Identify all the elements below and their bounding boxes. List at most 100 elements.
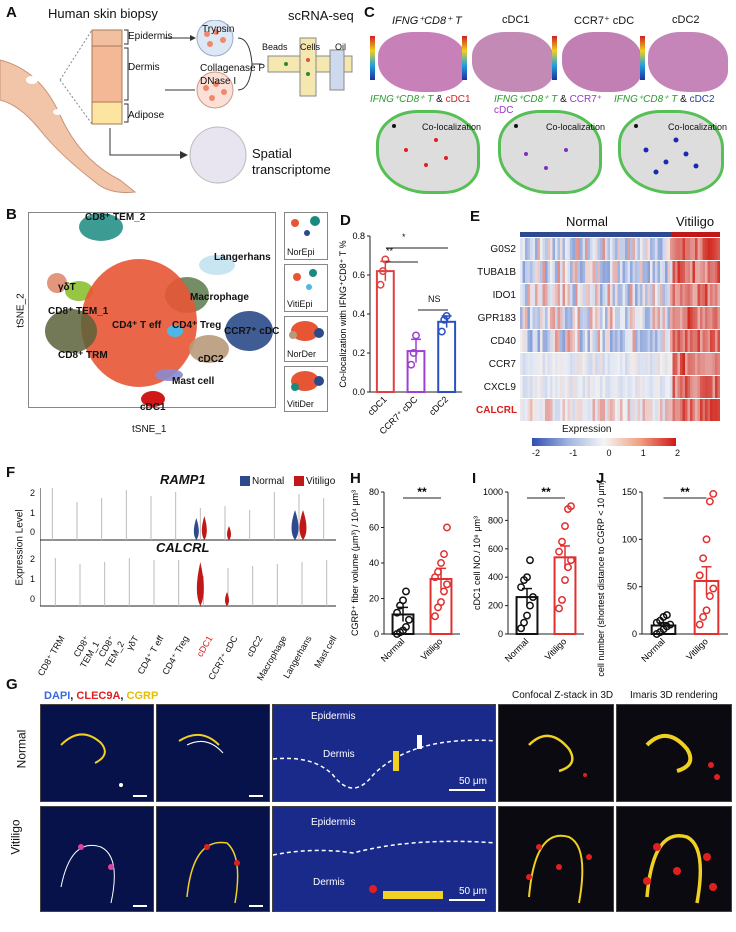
y-tick-label: 800 [488,515,503,525]
epidermis-layer [91,29,123,47]
heatmap-cell [632,284,636,306]
heatmap-cell [532,238,536,260]
heatmap-cell [612,330,616,352]
heatmap-cell [550,238,553,260]
heatmap-cell [710,238,713,260]
heatmap-cell [657,376,661,398]
inset-norder: NorDer [284,316,328,362]
heatmap-cell [640,399,643,421]
heatmap-cell [595,353,598,375]
heatmap-cell [642,238,646,260]
heatmap-cell [592,399,596,421]
heatmap-cell [532,284,536,306]
heatmap-cell [547,307,551,329]
label-epidermis: Epidermis [311,711,356,722]
heatmap-cell [595,376,598,398]
heatmap-cell [675,399,678,421]
heatmap-cell [705,376,708,398]
heatmap-cell [540,399,543,421]
heatmap-cell [692,284,696,306]
heatmap-cell [685,353,688,375]
heatmap-cell [715,261,718,283]
heatmap-cell [645,330,648,352]
spatial-label-2: transcriptome [252,162,331,177]
heatmap-cell [662,307,666,329]
heatmap-cell [702,284,706,306]
heatmap-cell [587,284,591,306]
c-coloc-title-1: IFNG⁺CD8⁺ T & cDC1 [370,94,471,105]
heatmap-cell [535,238,538,260]
heatmap-cell [537,330,541,352]
data-point [564,563,572,572]
heatmap-cell [680,238,683,260]
heatmap-cell [565,261,568,283]
heatmap-cell [672,376,676,398]
c-coloc-title-3: IFNG⁺CD8⁺ T & cDC2 [614,94,715,105]
heatmap-cell [572,284,576,306]
heatmap-cell [610,307,613,329]
heatmap-cell [572,261,576,283]
data-point [442,312,451,320]
heatmap-cell [692,307,696,329]
data-point [443,523,451,532]
heatmap-cell [637,284,641,306]
heatmap-cell [625,307,628,329]
data-point [437,327,446,336]
heatmap-cell [665,376,668,398]
heatmap-cell [610,284,613,306]
heatmap-cell [605,261,608,283]
chart-j: 0 50 100 150 Normal Vitiligo cDC1 cell number … [596,478,728,678]
y-tick-label: 40 [369,558,379,568]
heatmap-cell [582,330,586,352]
row-label-vitiligo: Vitiligo [8,819,23,855]
heatmap-cell [547,330,551,352]
c-coloc-dots [392,124,699,175]
heatmap-cell [687,353,691,375]
heatmap-cell [577,330,581,352]
heatmap-cell [622,284,626,306]
heatmap-cell [650,330,653,352]
heatmap-cell [575,307,578,329]
heatmap-cell [542,261,546,283]
panel-letter-h: H [350,470,361,487]
heatmap-cell [587,261,591,283]
heatmap-cell [637,238,641,260]
heatmap-cell [600,376,603,398]
heatmap-cell [610,376,613,398]
heatmap-cell [600,399,603,421]
heatmap-cell [647,376,651,398]
heatmap-cell [702,353,706,375]
heatmap-cell [582,307,586,329]
violin-vitiligo [299,510,307,540]
heatmap-cell [645,307,648,329]
heatmap-cell [597,353,601,375]
heatmap-cell [527,399,531,421]
heatmap-cell [662,330,666,352]
heatmap-cell [590,399,593,421]
heatmap-gene-label: CALCRL [476,404,518,416]
heatmap-cell [677,399,681,421]
heatmap-cell [550,330,553,352]
heatmap-cell [582,399,586,421]
legend-normal: Normal [252,476,285,487]
heatmap-cell [717,284,720,306]
data-point [561,576,569,584]
heatmap-cell [690,330,693,352]
data-point [407,360,416,369]
title-confocal-3d: Confocal Z-stack in 3D [512,690,614,701]
c-title-cdc2: cDC2 [672,14,700,26]
data-point [431,612,439,621]
heatmap-cell [560,376,563,398]
heatmap-cell [657,330,661,352]
heatmap-cell [657,353,661,375]
heatmap-cell [582,376,586,398]
heatmap-cell [665,330,668,352]
heatmap-cell [655,238,658,260]
data-point [526,601,534,610]
heatmap-cell [555,353,558,375]
heatmap-cell [690,284,693,306]
heatmap-cell [627,330,631,352]
y-tick-label: 0.4 [352,309,365,319]
heatmap-cell [607,261,611,283]
